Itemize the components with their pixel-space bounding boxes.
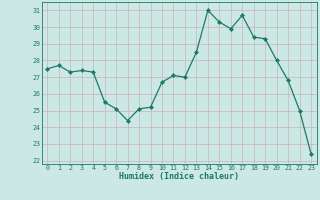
X-axis label: Humidex (Indice chaleur): Humidex (Indice chaleur) [119,172,239,181]
